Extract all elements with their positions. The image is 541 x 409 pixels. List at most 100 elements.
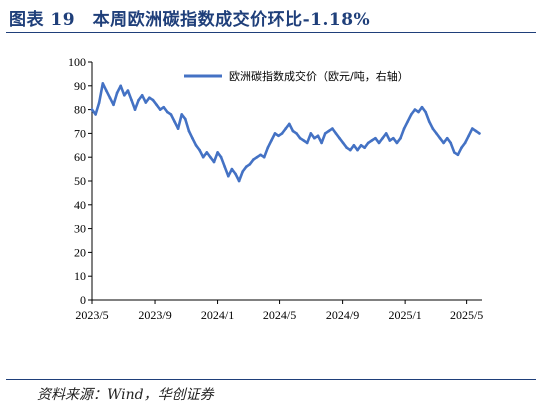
data-point [112,103,115,107]
data-point [288,122,291,126]
data-point [420,105,424,109]
data-point [442,141,445,145]
data-point [417,110,420,114]
y-axis: 0 10 20 30 40 50 60 70 80 90 100 [68,55,93,307]
data-point [381,136,384,140]
data-point [410,113,413,116]
x-tick-label: 2024/1 [201,308,234,322]
data-point [262,155,266,159]
y-tick-label: 10 [74,269,86,283]
data-point [234,172,237,176]
data-point [248,163,252,166]
data-point [456,153,460,157]
data-point [130,98,133,102]
data-point [212,160,216,164]
x-tick-label: 2025/5 [450,308,483,322]
data-point [305,141,309,145]
data-point [194,144,198,147]
y-tick-label: 0 [80,293,86,307]
data-point [427,120,431,123]
data-point [302,139,306,142]
legend: 欧洲碳指数成交价（欧元/吨，右轴） [184,69,409,83]
data-point [144,101,148,104]
data-point [155,103,158,107]
data-point [205,151,209,154]
data-point [216,151,219,154]
data-point [230,167,234,171]
data-point [295,132,298,135]
data-point [363,146,366,149]
data-point [471,127,474,130]
data-point [151,98,155,102]
data-point [327,129,331,133]
data-point [424,110,427,114]
y-ticks: 0 10 20 30 40 50 60 70 80 90 100 [68,55,92,307]
data-point [137,98,140,102]
data-point [384,132,388,135]
data-point [309,132,313,135]
y-tick-label: 70 [74,126,86,140]
data-point [108,96,112,99]
source-divider [6,379,536,380]
data-point [140,94,144,97]
data-point [352,144,356,147]
data-point [474,129,478,133]
source-note: 资料来源：Wind，华创证券 [37,387,214,403]
x-tick-label: 2023/5 [75,308,108,322]
data-point [237,179,241,183]
data-point [313,136,316,140]
data-point [323,132,327,135]
y-tick-label: 30 [74,222,86,236]
data-point [201,155,205,159]
data-point [123,94,126,97]
data-point [166,110,169,114]
data-point [366,141,370,145]
data-point [460,146,463,149]
x-tick-label: 2025/1 [388,308,421,322]
data-point [478,132,481,135]
data-point [219,155,223,159]
data-point [280,132,284,135]
data-point [338,136,341,140]
data-point [467,134,471,138]
data-point [413,108,417,111]
x-tick-label: 2023/9 [138,308,171,322]
y-tick-label: 90 [74,79,86,93]
data-point [245,165,248,168]
title-divider [6,32,536,33]
data-point [435,132,438,135]
data-point [431,127,435,130]
data-point [377,141,381,145]
data-point [176,127,180,130]
data-point [169,113,173,116]
data-point [291,129,295,133]
data-point [370,139,374,142]
data-point [101,82,105,85]
data-point [320,141,323,145]
data-point [395,141,399,145]
data-point [180,113,183,116]
data-point [259,153,262,157]
data-point [341,141,345,145]
data-point [399,136,402,140]
data-point [241,170,244,173]
data-point [298,136,302,140]
data-point [273,132,277,135]
data-point [284,127,288,130]
data-point [406,120,410,123]
y-tick-label: 20 [74,245,86,259]
data-point [209,155,212,159]
data-point [252,158,255,161]
data-point [277,134,280,138]
data-point [316,134,320,138]
data-point [374,136,377,140]
data-point [184,117,187,121]
data-point [187,129,191,133]
data-point [349,148,352,152]
y-tick-label: 40 [74,198,86,212]
data-point [119,84,122,88]
y-tick-label: 80 [74,103,86,117]
data-point [445,136,449,140]
x-ticks: 2023/5 2023/9 2024/1 2024/5 2024/9 2025/1 2025… [75,300,483,322]
data-point [334,132,338,135]
